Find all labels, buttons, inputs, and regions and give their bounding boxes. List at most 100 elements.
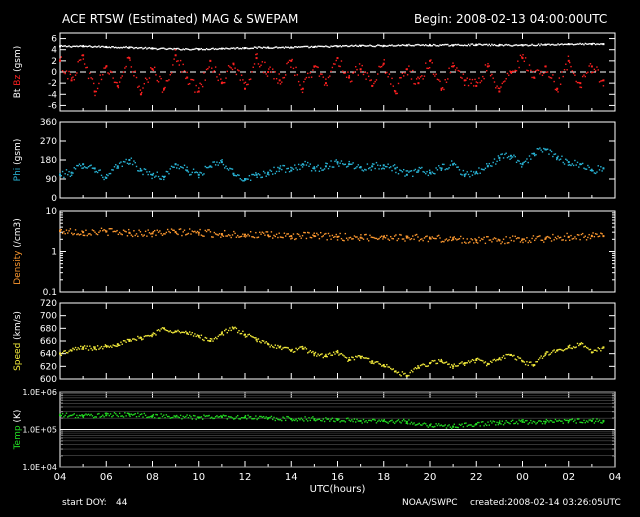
data-point: [375, 361, 378, 363]
data-point: [427, 365, 430, 367]
data-point: [575, 164, 577, 166]
data-point: [592, 170, 594, 172]
data-point: [556, 238, 558, 240]
data-point: [240, 48, 243, 50]
data-point: [553, 153, 555, 156]
data-point: [327, 232, 330, 235]
data-point: [139, 413, 142, 416]
data-point: [408, 43, 410, 46]
data-point: [526, 237, 528, 239]
data-point: [601, 233, 603, 235]
data-point: [552, 233, 554, 236]
data-point: [318, 170, 321, 172]
data-point: [540, 70, 542, 73]
y-tick-label-speed: 720: [40, 299, 57, 309]
data-point: [594, 349, 597, 351]
data-point: [444, 168, 446, 171]
data-point: [390, 44, 392, 47]
data-point: [266, 418, 269, 420]
data-point: [536, 44, 538, 47]
data-point: [290, 169, 293, 172]
data-point: [77, 233, 79, 235]
data-point: [139, 46, 142, 49]
data-point: [500, 86, 502, 88]
data-point: [117, 46, 120, 49]
data-point: [484, 167, 487, 170]
data-point: [134, 46, 136, 49]
data-point: [190, 333, 192, 336]
data-point: [179, 166, 182, 168]
data-point: [480, 168, 483, 170]
y-axis-label-part: (K): [13, 410, 23, 426]
data-point: [323, 84, 326, 86]
data-point: [591, 234, 593, 237]
data-point: [192, 48, 195, 51]
data-point: [405, 173, 408, 176]
data-point: [589, 169, 592, 172]
data-point: [500, 359, 502, 361]
y-axis-label-mag: Bt Bz (gsm): [13, 46, 23, 99]
data-point: [173, 47, 175, 50]
data-point: [303, 45, 305, 48]
data-point: [397, 82, 400, 85]
data-point: [457, 69, 459, 72]
data-point: [528, 44, 531, 47]
data-point: [133, 230, 135, 232]
data-point: [313, 235, 316, 238]
data-point: [373, 236, 375, 239]
data-point: [233, 63, 235, 66]
data-point: [537, 148, 540, 150]
data-point: [343, 420, 345, 422]
data-point: [600, 421, 602, 424]
data-point: [286, 233, 288, 235]
data-point: [151, 416, 153, 419]
data-point: [340, 160, 343, 162]
data-point: [369, 361, 371, 363]
data-point: [229, 66, 231, 68]
data-point: [438, 359, 440, 361]
data-point: [316, 46, 318, 48]
data-point: [87, 349, 90, 351]
x-tick-label: 04: [609, 472, 622, 483]
data-point: [370, 79, 372, 81]
data-point: [222, 235, 225, 237]
data-point: [304, 416, 306, 418]
data-point: [314, 170, 317, 172]
data-point: [301, 166, 304, 168]
data-point: [198, 234, 200, 236]
data-point: [540, 355, 542, 357]
series-density: [59, 227, 605, 245]
data-point: [565, 43, 567, 46]
data-point: [131, 163, 134, 166]
data-point: [367, 75, 370, 78]
data-point: [78, 234, 81, 236]
data-point: [361, 44, 363, 47]
data-point: [93, 230, 95, 232]
data-point: [579, 238, 581, 241]
data-point: [593, 68, 596, 71]
data-point: [269, 66, 271, 68]
data-point: [502, 424, 505, 426]
data-point: [150, 415, 152, 418]
data-point: [80, 233, 82, 235]
data-point: [537, 43, 540, 45]
data-point: [65, 351, 68, 354]
data-point: [313, 46, 315, 48]
data-point: [476, 172, 479, 175]
data-point: [244, 87, 246, 90]
data-point: [471, 358, 474, 361]
data-point: [430, 45, 432, 47]
data-point: [571, 70, 574, 72]
data-point: [345, 44, 348, 47]
data-point: [144, 168, 147, 171]
data-point: [217, 416, 219, 418]
data-point: [225, 47, 227, 49]
data-point: [155, 74, 157, 76]
data-point: [120, 77, 122, 79]
data-point: [253, 46, 256, 48]
data-point: [313, 354, 315, 357]
data-point: [203, 414, 205, 416]
data-point: [596, 418, 598, 420]
data-point: [476, 82, 479, 84]
data-point: [265, 416, 267, 418]
